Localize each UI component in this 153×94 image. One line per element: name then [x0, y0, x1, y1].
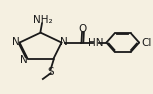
Text: N: N — [20, 55, 28, 65]
Text: N: N — [60, 37, 68, 47]
Text: HN: HN — [88, 38, 104, 48]
Text: O: O — [79, 24, 87, 34]
Text: NH₂: NH₂ — [33, 15, 52, 25]
Text: Cl: Cl — [142, 38, 152, 48]
Text: S: S — [47, 67, 54, 77]
Text: N: N — [12, 37, 19, 47]
